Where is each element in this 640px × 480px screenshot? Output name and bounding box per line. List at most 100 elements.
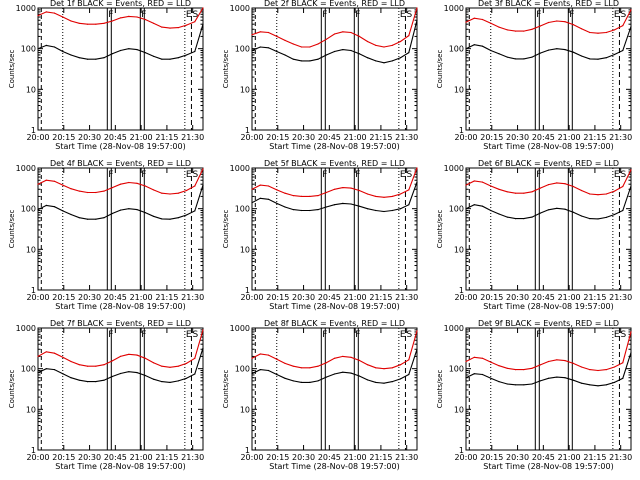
data-point-events <box>103 379 105 381</box>
data-point-events <box>144 212 146 214</box>
data-point-events <box>556 48 558 50</box>
panel-8: Det 8f BLACK = Events, RED = LLD 1 10 100 10… <box>222 319 418 471</box>
y-tick-label: 10 <box>240 85 250 94</box>
data-point-events <box>333 373 336 375</box>
data-point-events <box>481 205 484 207</box>
data-point-lld <box>375 195 377 197</box>
data-point-events <box>144 52 146 54</box>
data-point-lld <box>597 194 599 196</box>
data-point-events <box>580 55 583 57</box>
data-point-events <box>78 217 80 219</box>
x-tick-label: 20:15 <box>480 453 503 462</box>
data-point-events <box>284 377 286 379</box>
x-tick-label: 20:30 <box>292 453 315 462</box>
data-point-lld <box>523 192 525 194</box>
data-point-lld <box>128 181 130 184</box>
data-point-events <box>416 348 418 350</box>
x-tick-label: 20:45 <box>318 453 341 462</box>
data-point-lld <box>194 21 196 23</box>
data-point-lld <box>465 360 467 363</box>
data-point-lld <box>481 181 484 183</box>
x-axis-label: Start Time (28-Nov-08 19:57:00) <box>483 302 613 311</box>
data-point-events <box>95 58 97 60</box>
data-point-lld <box>128 353 130 355</box>
data-point-events <box>177 57 179 59</box>
y-tick-label: 1 <box>31 126 36 135</box>
data-point-events <box>78 57 80 59</box>
y-tick-label: 1 <box>245 126 250 135</box>
x-tick-label: 21:00 <box>344 133 367 142</box>
y-tick-label: 10 <box>454 245 464 254</box>
marker-label: S <box>192 10 198 20</box>
data-point-lld <box>498 188 500 190</box>
data-point-events <box>564 49 566 51</box>
data-point-events <box>416 181 418 183</box>
data-point-events <box>630 25 632 28</box>
data-point-events <box>103 57 105 59</box>
data-point-lld <box>111 360 113 362</box>
data-point-lld <box>465 21 467 23</box>
data-point-events <box>202 23 204 25</box>
plot-frame <box>251 167 418 291</box>
data-point-events <box>53 46 56 48</box>
x-tick-label: 20:15 <box>52 293 75 302</box>
panel-6: Det 6f BLACK = Events, RED = LLD 1 10 100 10… <box>436 159 632 311</box>
data-point-events <box>333 204 336 206</box>
data-point-events <box>202 184 204 186</box>
data-point-events <box>375 60 377 62</box>
data-point-events <box>391 60 393 62</box>
data-point-lld <box>416 7 418 9</box>
y-tick-label: 1 <box>31 286 36 295</box>
data-point-lld <box>514 30 517 32</box>
data-point-events <box>498 381 500 383</box>
data-point-lld <box>572 24 574 26</box>
data-point-lld <box>169 27 171 29</box>
data-point-events <box>399 378 402 380</box>
y-tick-label: 1 <box>245 446 250 455</box>
x-tick-label: 21:15 <box>369 133 392 142</box>
data-point-lld <box>539 25 541 27</box>
data-point-events <box>481 45 484 47</box>
y-tick-label: 1000 <box>444 4 464 13</box>
data-point-events <box>62 50 64 53</box>
data-point-lld <box>309 195 311 197</box>
data-point-lld <box>564 183 566 185</box>
data-point-events <box>416 19 418 21</box>
data-point-lld <box>539 187 541 189</box>
data-point-events <box>152 378 155 380</box>
panel-3: Det 3f BLACK = Events, RED = LLD 1 10 100 10… <box>436 0 632 151</box>
series-line-events <box>465 26 632 60</box>
data-point-events <box>539 380 541 382</box>
x-tick-label: 21:15 <box>583 293 606 302</box>
data-point-lld <box>589 369 591 371</box>
marker-label: S <box>620 330 626 340</box>
data-point-events <box>259 369 261 371</box>
marker-label: F <box>141 10 146 20</box>
plot-frame <box>465 327 632 451</box>
data-point-lld <box>259 31 261 33</box>
x-tick-label: 20:45 <box>532 293 555 302</box>
data-point-lld <box>613 366 616 368</box>
data-point-lld <box>292 365 294 367</box>
data-point-events <box>169 58 171 60</box>
data-point-lld <box>333 357 336 359</box>
data-point-events <box>514 58 517 60</box>
data-point-events <box>45 44 47 47</box>
marker-label: F <box>569 10 574 20</box>
data-point-lld <box>37 355 39 357</box>
data-point-lld <box>259 184 261 186</box>
data-point-events <box>383 382 385 384</box>
data-point-events <box>514 384 517 386</box>
x-tick-label: 21:30 <box>395 293 418 302</box>
panel-title: Det 3f BLACK = Events, RED = LLD <box>478 0 619 8</box>
data-point-lld <box>325 38 327 40</box>
x-axis-label: Start Time (28-Nov-08 19:57:00) <box>269 142 399 151</box>
data-point-events <box>37 209 39 211</box>
x-axis-label: Start Time (28-Nov-08 19:57:00) <box>269 302 399 311</box>
data-point-lld <box>103 190 105 192</box>
data-point-events <box>128 208 130 210</box>
x-tick-label: 21:00 <box>558 293 581 302</box>
x-tick-label: 21:00 <box>344 453 367 462</box>
data-point-lld <box>383 368 385 370</box>
data-point-events <box>259 197 261 199</box>
